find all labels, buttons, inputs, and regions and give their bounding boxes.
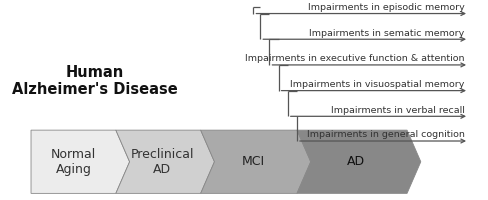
Text: Impairments in visuospatial memory: Impairments in visuospatial memory [290, 80, 465, 89]
Polygon shape [297, 130, 421, 193]
Text: Impairments in general cognition: Impairments in general cognition [306, 130, 465, 139]
Polygon shape [31, 130, 130, 193]
Polygon shape [201, 130, 311, 193]
Text: AD: AD [347, 155, 365, 168]
Text: MCI: MCI [242, 155, 264, 168]
Text: Impairments in sematic memory: Impairments in sematic memory [309, 29, 465, 38]
Text: Preclinical
AD: Preclinical AD [131, 148, 194, 176]
Text: Impairments in episodic memory: Impairments in episodic memory [307, 3, 465, 12]
Polygon shape [116, 130, 214, 193]
Text: Normal
Aging: Normal Aging [51, 148, 96, 176]
Text: Impairments in verbal recall: Impairments in verbal recall [330, 106, 465, 115]
Text: Human
Alzheimer's Disease: Human Alzheimer's Disease [12, 65, 178, 97]
Text: Impairments in executive function & attention: Impairments in executive function & atte… [245, 54, 465, 63]
